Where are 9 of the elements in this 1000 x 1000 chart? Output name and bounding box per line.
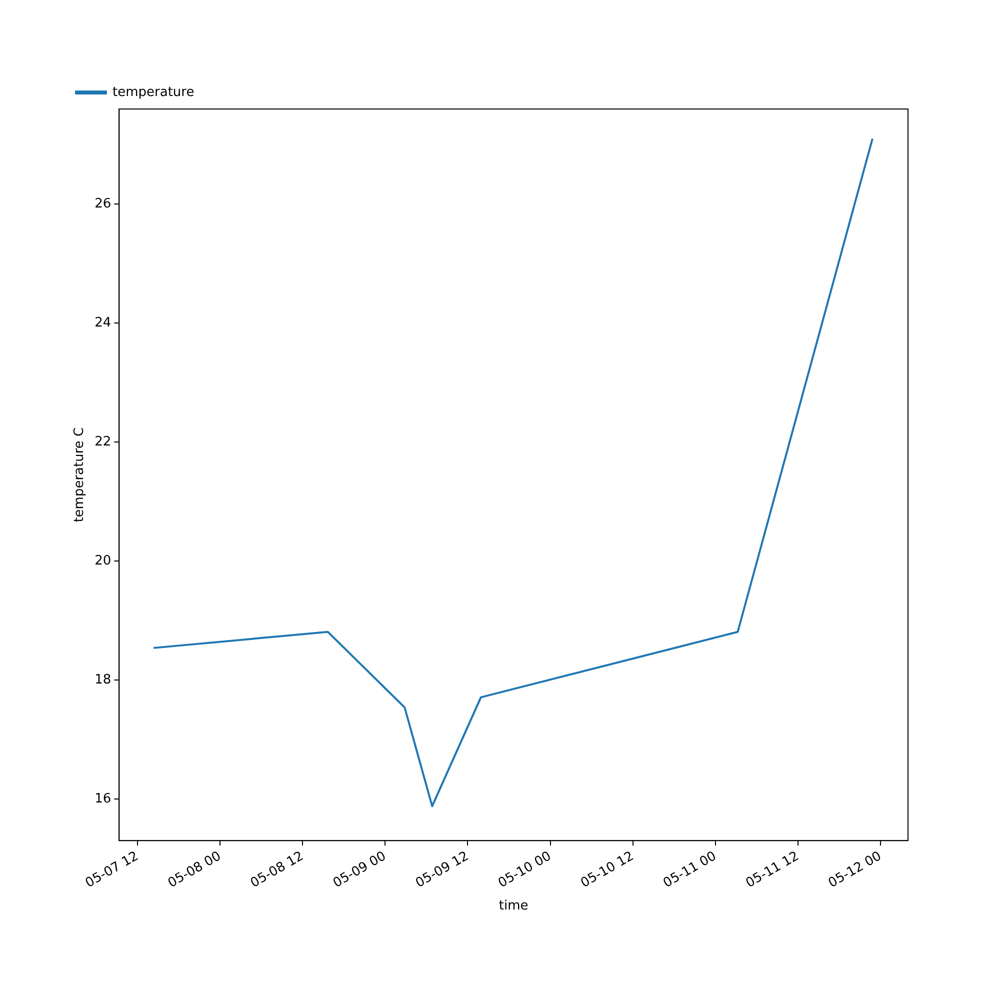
x-axis-title: time — [498, 898, 528, 914]
y-tick-label: 26 — [94, 196, 112, 212]
y-axis-title: temperature C — [72, 427, 88, 522]
y-tick-label: 16 — [94, 791, 112, 806]
y-tick-label: 20 — [94, 553, 112, 568]
legend-label: temperature — [112, 84, 194, 100]
y-tick-label: 24 — [94, 316, 112, 331]
y-tick-label: 18 — [94, 672, 112, 688]
y-tick-label: 22 — [94, 434, 112, 450]
